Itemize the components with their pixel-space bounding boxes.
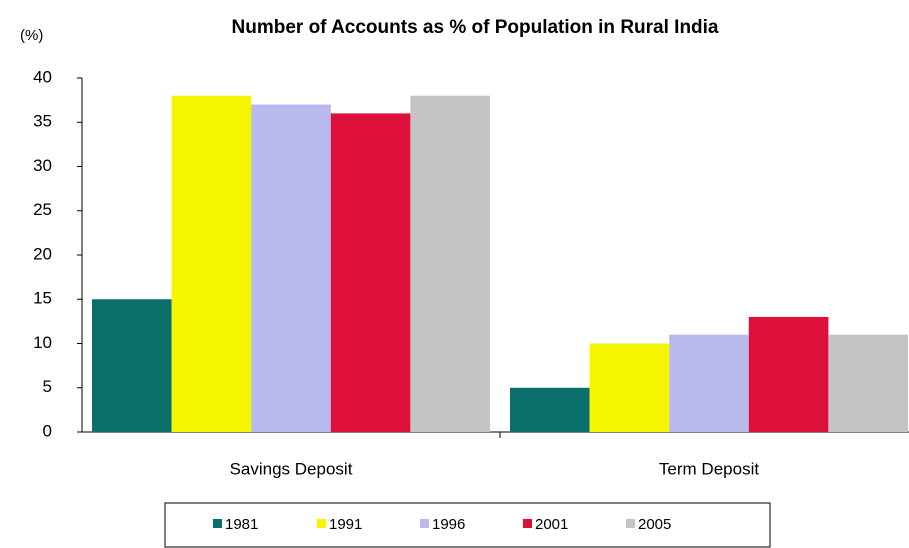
chart-title: Number of Accounts as % of Population in… bbox=[232, 17, 719, 38]
y-tick-label: 25 bbox=[33, 200, 52, 219]
y-tick-label: 5 bbox=[43, 377, 52, 396]
legend-label: 1996 bbox=[432, 516, 465, 533]
y-tick-label: 0 bbox=[43, 421, 52, 440]
legend-swatch bbox=[420, 519, 429, 528]
x-tick-label: Term Deposit bbox=[659, 459, 759, 478]
y-tick-label: 40 bbox=[33, 67, 52, 86]
legend-box bbox=[164, 502, 771, 548]
bar bbox=[510, 387, 590, 432]
y-tick-label: 20 bbox=[33, 244, 52, 263]
bar bbox=[251, 104, 331, 433]
y-tick-label: 30 bbox=[33, 156, 52, 175]
y-tick-label: 15 bbox=[33, 289, 52, 308]
legend-swatch bbox=[317, 519, 326, 528]
bar bbox=[330, 113, 411, 433]
x-tick-label: Savings Deposit bbox=[230, 459, 353, 478]
legend-swatch bbox=[213, 519, 222, 528]
bar bbox=[748, 316, 829, 432]
legend-label: 2005 bbox=[638, 516, 671, 533]
legend-label: 1981 bbox=[225, 516, 258, 533]
y-axis-label: (%) bbox=[20, 27, 43, 44]
bar bbox=[669, 334, 749, 432]
legend-swatch bbox=[626, 519, 635, 528]
legend-label: 2001 bbox=[535, 516, 568, 533]
bar bbox=[589, 343, 670, 432]
bar bbox=[410, 95, 490, 432]
legend-swatch bbox=[523, 519, 532, 528]
bar bbox=[171, 95, 252, 432]
bar bbox=[92, 299, 172, 432]
legend-label: 1991 bbox=[329, 516, 362, 533]
y-tick-label: 35 bbox=[33, 112, 52, 131]
y-tick-label: 10 bbox=[33, 333, 52, 352]
bar bbox=[828, 334, 908, 432]
